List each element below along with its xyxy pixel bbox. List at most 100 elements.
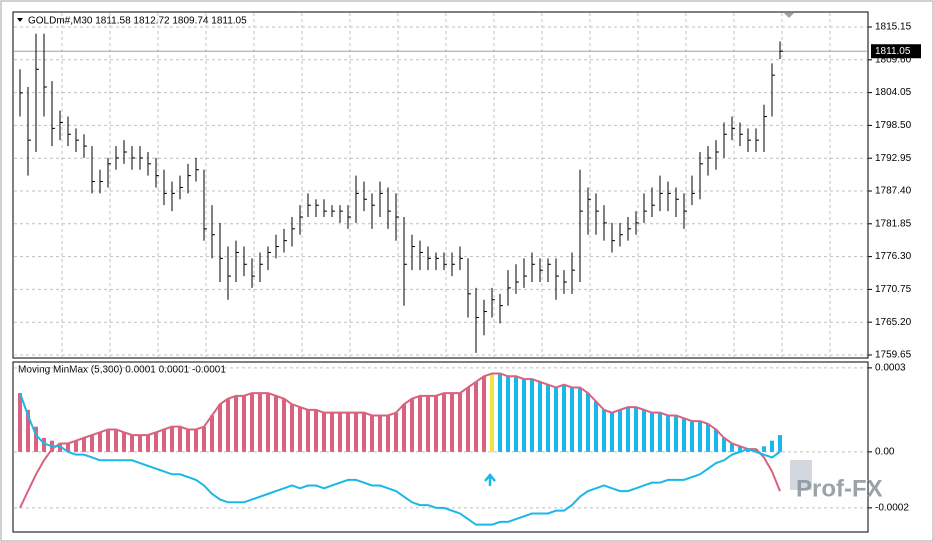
histogram-bar — [626, 407, 630, 452]
histogram-bar — [234, 395, 238, 452]
histogram-bar — [538, 381, 542, 452]
shift-marker — [784, 13, 794, 18]
chart-title: GOLDm#,M30 1811.58 1812.72 1809.74 1811.… — [28, 16, 247, 27]
histogram-bar — [666, 415, 670, 452]
histogram-bar — [522, 379, 526, 452]
y-tick-label: 1792.95 — [875, 153, 912, 164]
histogram-bar — [650, 412, 654, 452]
histogram-bar — [218, 404, 222, 452]
histogram-bar — [394, 412, 398, 452]
histogram-bar — [506, 376, 510, 452]
histogram-bar — [722, 437, 726, 452]
histogram-bar — [250, 393, 254, 452]
histogram-bar — [602, 409, 606, 452]
histogram-bar — [266, 393, 270, 452]
y-tick-label: 1781.85 — [875, 218, 912, 229]
histogram-bar — [98, 432, 102, 452]
histogram-bar — [114, 429, 118, 452]
y-tick-label: 1759.65 — [875, 350, 912, 361]
histogram-bar — [730, 443, 734, 452]
histogram-bar — [354, 412, 358, 452]
last-price-label: 1811.05 — [875, 46, 911, 57]
histogram-bar — [130, 435, 134, 452]
histogram-bar — [674, 415, 678, 452]
histogram-bar — [682, 418, 686, 452]
histogram-bar — [714, 429, 718, 452]
menu-triangle[interactable] — [17, 18, 23, 22]
histogram-bar — [610, 412, 614, 452]
histogram-bar — [386, 415, 390, 452]
y-tick-label: 0.0003 — [875, 363, 906, 374]
histogram-bar — [562, 384, 566, 452]
histogram-bar — [18, 393, 22, 452]
histogram-bar — [594, 401, 598, 452]
histogram-bar — [410, 398, 414, 452]
histogram-bar — [346, 412, 350, 452]
histogram-bar — [482, 376, 486, 452]
histogram-bar — [306, 409, 310, 452]
y-tick-label: 1765.20 — [875, 317, 912, 328]
histogram-bar — [314, 409, 318, 452]
histogram-bar — [274, 395, 278, 452]
histogram-bar — [282, 398, 286, 452]
histogram-bar — [322, 412, 326, 452]
histogram-bar — [122, 432, 126, 452]
histogram-bar — [618, 409, 622, 452]
histogram-bar — [698, 421, 702, 452]
histogram-bar — [290, 404, 294, 452]
last-price-box — [871, 44, 921, 59]
histogram-bar — [154, 432, 158, 452]
histogram-bar — [26, 409, 30, 452]
indicator-line — [19, 392, 781, 526]
histogram-bar — [770, 440, 774, 452]
histogram-bar — [658, 412, 662, 452]
histogram-bar — [442, 393, 446, 452]
histogram-bar — [642, 409, 646, 452]
y-tick-label: 1809.60 — [875, 54, 912, 65]
histogram-bar — [178, 426, 182, 452]
signal-arrow — [484, 473, 496, 486]
histogram-bar — [402, 404, 406, 452]
histogram-bar — [338, 412, 342, 452]
histogram-bar — [162, 429, 166, 452]
histogram-bar — [546, 384, 550, 452]
y-tick-label: 1770.75 — [875, 284, 912, 295]
logo-mark — [790, 460, 812, 490]
histogram-bar — [738, 446, 742, 452]
histogram-bar — [226, 398, 230, 452]
histogram-bar — [706, 423, 710, 452]
histogram-bar — [570, 387, 574, 452]
histogram-bar — [474, 381, 478, 452]
histogram-bar — [138, 435, 142, 452]
histogram-bar — [242, 395, 246, 452]
histogram-bar — [330, 412, 334, 452]
histogram-bar — [426, 395, 430, 452]
histogram-bar — [466, 387, 470, 452]
histogram-bar — [146, 435, 150, 452]
histogram-bar — [762, 446, 766, 452]
histogram-bar — [298, 407, 302, 452]
watermark: Prof-FX — [796, 475, 883, 502]
histogram-bar — [586, 393, 590, 452]
y-tick-label: 1787.40 — [875, 186, 912, 197]
histogram-bar — [514, 376, 518, 452]
y-tick-label: 1776.30 — [875, 251, 912, 262]
histogram-bar — [170, 426, 174, 452]
y-tick-label: 1815.15 — [875, 22, 912, 33]
histogram-bar — [186, 429, 190, 452]
histogram-bar — [258, 393, 262, 452]
y-tick-label: 1798.50 — [875, 120, 912, 131]
histogram-bar — [362, 412, 366, 452]
histogram-bar — [450, 393, 454, 452]
histogram-bar — [530, 379, 534, 452]
histogram-bar — [210, 415, 214, 452]
histogram-bar — [106, 429, 110, 452]
histogram-bar — [66, 443, 70, 452]
histogram-bar — [34, 426, 38, 452]
histogram-bar — [378, 415, 382, 452]
y-tick-label: 0.00 — [875, 447, 895, 458]
histogram-bar — [490, 373, 494, 452]
histogram-bar — [746, 449, 750, 452]
histogram-bar — [778, 435, 782, 452]
